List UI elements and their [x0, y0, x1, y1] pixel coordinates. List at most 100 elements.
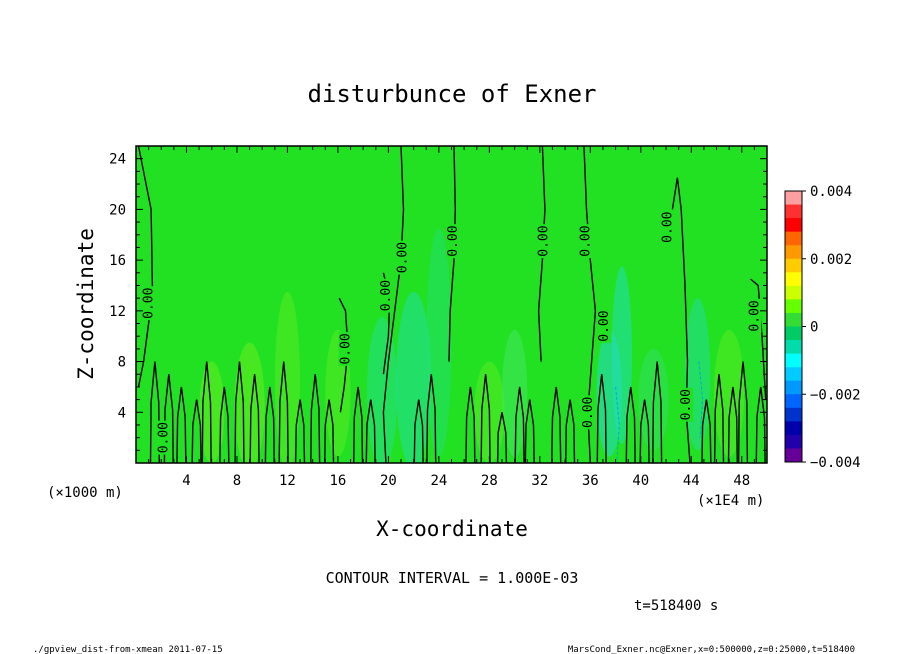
y-axis: 4 8 12 16 20 24	[109, 145, 767, 464]
field-patch	[611, 266, 632, 444]
contour-label: 0.00	[142, 288, 157, 319]
contour-label-bg	[536, 224, 551, 259]
y-tick-label: 24	[109, 152, 126, 168]
colorbar-cells	[785, 191, 802, 463]
contour-label: 0.00	[578, 225, 593, 256]
colorbar-tick-label: −0.002	[810, 387, 861, 403]
field-patch	[199, 361, 225, 463]
colorbar-cell	[785, 326, 802, 341]
contour-line	[176, 386, 187, 463]
contour-line	[426, 374, 437, 463]
colorbar-cell	[785, 272, 802, 287]
contour-label: 0.00	[395, 242, 410, 273]
contour-label: 0.00	[747, 300, 762, 331]
colorbar-cell	[785, 394, 802, 409]
contour-line	[652, 361, 663, 463]
y-tick-label: 4	[118, 405, 126, 421]
colorbar-cell	[785, 380, 802, 395]
contour-label-bg	[141, 286, 156, 321]
colorbar-cell	[785, 231, 802, 246]
x-unit-left: (×1000 m)	[47, 485, 123, 501]
contour-label-bg	[597, 309, 612, 344]
contour-label-bg	[338, 331, 353, 366]
contour-label: 0.00	[379, 280, 394, 311]
colorbar-cell	[785, 407, 802, 422]
contour-label: 0.00	[537, 225, 552, 256]
contour-label: 0.00	[157, 422, 172, 453]
field-patch	[395, 291, 432, 463]
x-axis: 4 8 12 16 20 24 28 32 36 40 44 48	[135, 146, 768, 489]
contour-line	[191, 399, 202, 463]
colorbar-cell	[785, 191, 802, 206]
colorbar-cell	[785, 312, 802, 327]
contour-label-bg	[747, 298, 762, 333]
contour-line	[234, 361, 245, 463]
colorbar-ticks: 0.004 0.002 0 −0.002 −0.004	[802, 184, 861, 471]
x-tick-label: 36	[582, 473, 599, 489]
x-tick-label: 12	[279, 473, 296, 489]
contour-line	[249, 374, 260, 463]
contour-line	[551, 386, 562, 463]
contour-line	[701, 399, 712, 463]
contour-label: 0.00	[446, 225, 461, 256]
colorbar-cell	[785, 299, 802, 314]
contour-line	[565, 399, 576, 463]
x-tick-label: 20	[380, 473, 397, 489]
contour-line	[727, 386, 738, 463]
contour-line	[537, 146, 546, 362]
contour-line	[524, 399, 535, 463]
colorbar-tick-label: 0.004	[810, 184, 852, 200]
contour-line	[737, 361, 749, 463]
field-patch	[684, 298, 711, 451]
colorbar-cell	[785, 367, 802, 382]
plot-background	[136, 146, 767, 463]
contour-label-bg	[578, 224, 593, 259]
contour-label: 0.00	[581, 397, 596, 428]
x-tick-label: 24	[430, 473, 447, 489]
contour-line	[713, 374, 725, 463]
contour-label-bg	[156, 420, 171, 455]
colorbar-cell	[785, 285, 802, 300]
plot-area: 0.000.000.000.000.000.00 0.00 0.000.000.00…	[135, 145, 768, 464]
y-tick-label: 20	[109, 202, 126, 218]
x-tick-label: 28	[481, 473, 498, 489]
contour-line	[448, 146, 457, 362]
contour-line	[480, 374, 491, 463]
colorbar-cell	[785, 434, 802, 449]
colorbar-tick-label: −0.004	[810, 455, 861, 471]
contour-line	[496, 412, 508, 463]
field-patch	[274, 291, 301, 463]
contour-line-negative	[615, 386, 620, 463]
contour-line	[625, 386, 636, 463]
field-patch	[426, 228, 452, 457]
contour-line	[596, 374, 607, 463]
contour-interval: CONTOUR INTERVAL = 1.000E-03	[326, 569, 579, 587]
contour-line	[365, 399, 376, 463]
y-axis-label: Z-coordinate	[74, 228, 98, 380]
contour-label: 0.00	[660, 211, 675, 242]
y-tick-label: 8	[118, 355, 126, 371]
colorbar-cell	[785, 421, 802, 436]
x-axis-label: X-coordinate	[376, 517, 528, 541]
colorbar-cell	[785, 448, 802, 463]
colorbar-cell	[785, 204, 802, 219]
x-tick-label: 48	[733, 473, 750, 489]
field-patch	[366, 317, 398, 463]
contour-line	[219, 386, 230, 463]
x-tick-label: 40	[632, 473, 649, 489]
colorbar-cell	[785, 218, 802, 233]
contour-line	[465, 386, 476, 463]
colorbar-cell	[785, 353, 802, 368]
contour-label: 0.00	[338, 333, 353, 364]
x-tick-label: 44	[683, 473, 700, 489]
footer-right: MarsCond_Exner.nc@Exner,x=0:500000,z=0:2…	[568, 645, 855, 654]
contour-label-bg	[378, 278, 393, 313]
x-tick-label: 8	[233, 473, 241, 489]
contour-line	[310, 374, 321, 463]
field-patch	[501, 329, 528, 457]
x-tick-label: 4	[182, 473, 190, 489]
contour-line	[639, 399, 650, 463]
contour-line	[294, 399, 306, 463]
contour-line	[382, 146, 405, 463]
